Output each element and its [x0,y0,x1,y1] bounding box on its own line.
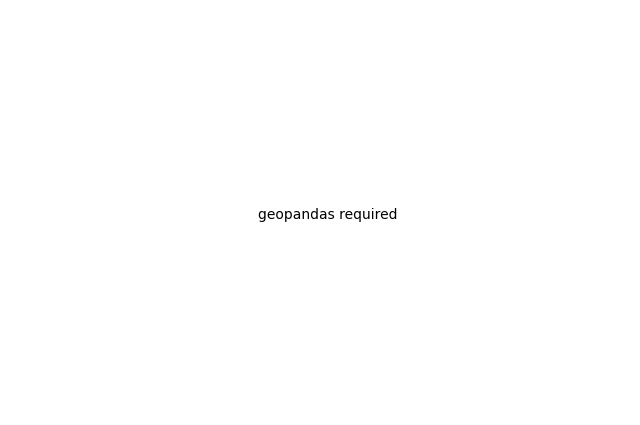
Text: geopandas required: geopandas required [259,208,397,221]
